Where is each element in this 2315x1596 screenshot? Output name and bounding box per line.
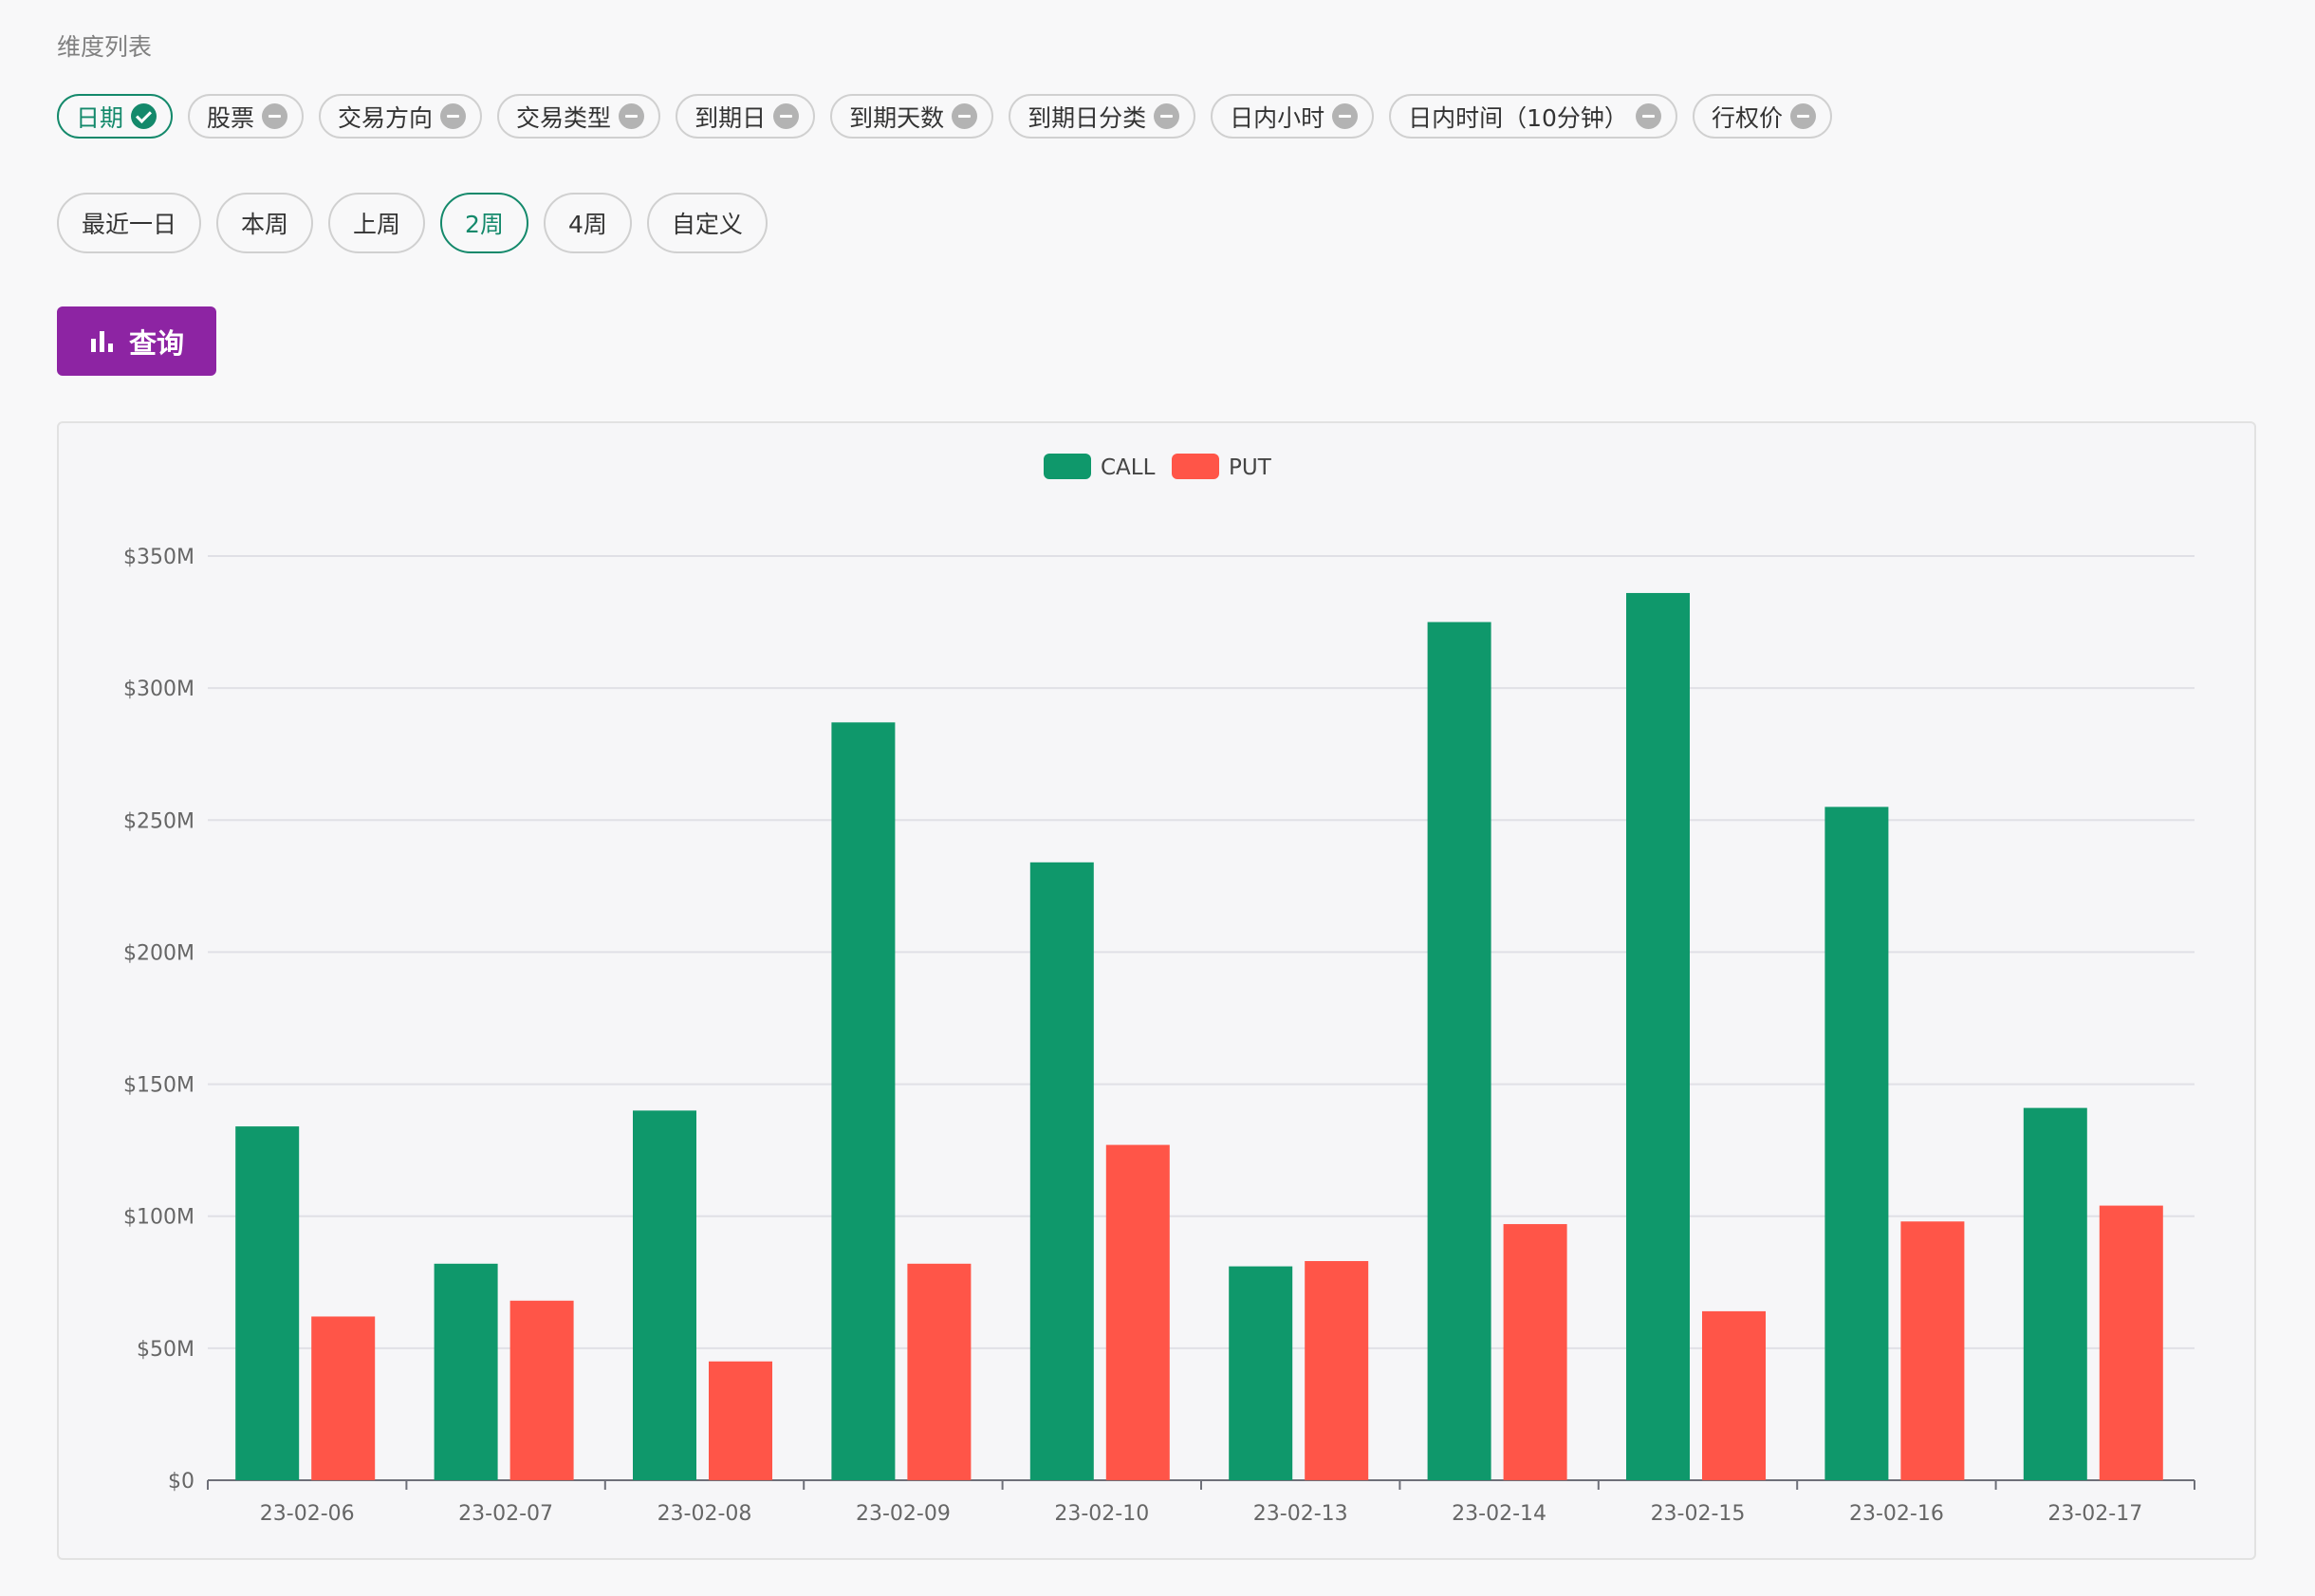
y-tick-label: $300M — [123, 677, 194, 701]
bar-chart-icon — [89, 329, 114, 354]
y-tick-label: $50M — [137, 1338, 194, 1362]
bar-call-23-02-10 — [1029, 862, 1094, 1480]
minus-circle-icon[interactable] — [1332, 103, 1359, 129]
y-tick-label: $150M — [123, 1074, 194, 1098]
minus-circle-icon[interactable] — [1635, 103, 1661, 129]
x-tick-label: 23-02-15 — [1651, 1502, 1746, 1526]
bar-call-23-02-13 — [1229, 1266, 1293, 1480]
bar-call-23-02-15 — [1626, 592, 1690, 1480]
query-button[interactable]: 查询 — [57, 306, 216, 376]
x-tick-label: 23-02-16 — [1849, 1502, 1944, 1526]
dimension-chip[interactable]: 日期 — [57, 94, 174, 139]
dimension-chip-label: 日期 — [76, 103, 124, 132]
y-tick-label: $100M — [123, 1206, 194, 1230]
legend-swatch-put — [1172, 454, 1219, 479]
dimension-chip[interactable]: 日内小时 — [1211, 94, 1375, 139]
y-tick-label: $0 — [168, 1470, 194, 1494]
bar-call-23-02-14 — [1427, 622, 1491, 1480]
minus-circle-icon[interactable] — [440, 103, 467, 129]
date-range-option[interactable]: 2周 — [440, 193, 528, 253]
chart-panel: $0 $50M $100M $150M $200M $250M $300M $350M 23-0… — [57, 421, 2256, 1560]
legend-swatch-call — [1044, 454, 1091, 479]
dimension-chip[interactable]: 到期日 — [676, 94, 816, 139]
bar-put-23-02-17 — [2099, 1205, 2163, 1480]
minus-circle-icon[interactable] — [1154, 103, 1180, 129]
dimension-chip[interactable]: 到期天数 — [830, 94, 994, 139]
dimension-chip-label: 到期日 — [694, 103, 767, 132]
date-range-option[interactable]: 自定义 — [646, 193, 768, 253]
date-range-option[interactable]: 最近一日 — [57, 193, 202, 253]
dimension-chip-label: 到期天数 — [849, 103, 945, 132]
date-range-selector: 最近一日 本周 上周 2周 4周 自定义 — [57, 193, 768, 253]
y-tick-label: $200M — [123, 941, 194, 965]
dimension-chip-label: 日内时间（10分钟） — [1408, 103, 1628, 132]
bar-put-23-02-13 — [1305, 1261, 1369, 1480]
bar-put-23-02-08 — [709, 1361, 772, 1480]
y-tick-label: $350M — [123, 546, 194, 569]
dimension-list-title: 维度列表 — [57, 33, 153, 61]
dimension-chip-label: 交易方向 — [338, 103, 434, 132]
x-tick-label: 23-02-07 — [458, 1502, 553, 1526]
query-button-label: 查询 — [128, 326, 184, 360]
bar-put-23-02-09 — [907, 1263, 972, 1480]
check-circle-icon[interactable] — [131, 103, 157, 129]
bar-call-23-02-16 — [1824, 807, 1889, 1480]
x-tick-label: 23-02-17 — [2047, 1502, 2142, 1526]
bar-call-23-02-08 — [633, 1110, 696, 1480]
dimension-chip-label: 到期日分类 — [1028, 103, 1147, 132]
bar-call-23-02-09 — [831, 722, 896, 1480]
dimension-chip[interactable]: 股票 — [188, 94, 305, 139]
bar-put-23-02-07 — [509, 1300, 574, 1480]
minus-circle-icon[interactable] — [619, 103, 645, 129]
dimension-chip[interactable]: 到期日分类 — [1009, 94, 1196, 139]
x-tick-label: 23-02-09 — [856, 1502, 951, 1526]
minus-circle-icon[interactable] — [262, 103, 288, 129]
dimension-chip[interactable]: 交易类型 — [497, 94, 661, 139]
minus-circle-icon[interactable] — [773, 103, 800, 129]
bar-put-23-02-06 — [311, 1316, 376, 1480]
date-range-option[interactable]: 4周 — [543, 193, 632, 253]
x-tick-label: 23-02-06 — [260, 1502, 355, 1526]
x-tick-label: 23-02-08 — [657, 1502, 752, 1526]
bar-call-23-02-17 — [2023, 1107, 2087, 1480]
dimension-chip-list: 日期 股票 交易方向 交易类型 到期日 到期天数 到期日分类 日内小时 日内时间（10分钟） 行权… — [57, 94, 1832, 139]
bar-chart: $0 $50M $100M $150M $200M $250M $300M $350M 23-0… — [123, 454, 2195, 1526]
dimension-chip[interactable]: 交易方向 — [319, 94, 483, 139]
bar-call-23-02-07 — [434, 1263, 498, 1480]
x-tick-label: 23-02-10 — [1054, 1502, 1149, 1526]
minus-circle-icon[interactable] — [1789, 103, 1816, 129]
bar-call-23-02-06 — [235, 1126, 300, 1480]
bar-put-23-02-16 — [1900, 1221, 1965, 1480]
dimension-chip[interactable]: 行权价 — [1692, 94, 1832, 139]
date-range-option[interactable]: 上周 — [328, 193, 426, 253]
y-tick-label: $250M — [123, 809, 194, 833]
x-tick-label: 23-02-14 — [1452, 1502, 1546, 1526]
legend-label-put: PUT — [1229, 455, 1272, 480]
legend-label-call: CALL — [1101, 455, 1156, 480]
date-range-option[interactable]: 本周 — [216, 193, 314, 253]
bar-put-23-02-14 — [1503, 1224, 1567, 1480]
dimension-chip[interactable]: 日内时间（10分钟） — [1389, 94, 1677, 139]
dimension-chip-label: 日内小时 — [1230, 103, 1325, 132]
dimension-chip-label: 股票 — [207, 103, 255, 132]
dimension-chip-label: 交易类型 — [516, 103, 612, 132]
minus-circle-icon[interactable] — [952, 103, 978, 129]
x-tick-label: 23-02-13 — [1253, 1502, 1348, 1526]
dimension-chip-label: 行权价 — [1711, 103, 1783, 132]
bar-put-23-02-10 — [1105, 1144, 1170, 1480]
bar-put-23-02-15 — [1702, 1310, 1766, 1480]
